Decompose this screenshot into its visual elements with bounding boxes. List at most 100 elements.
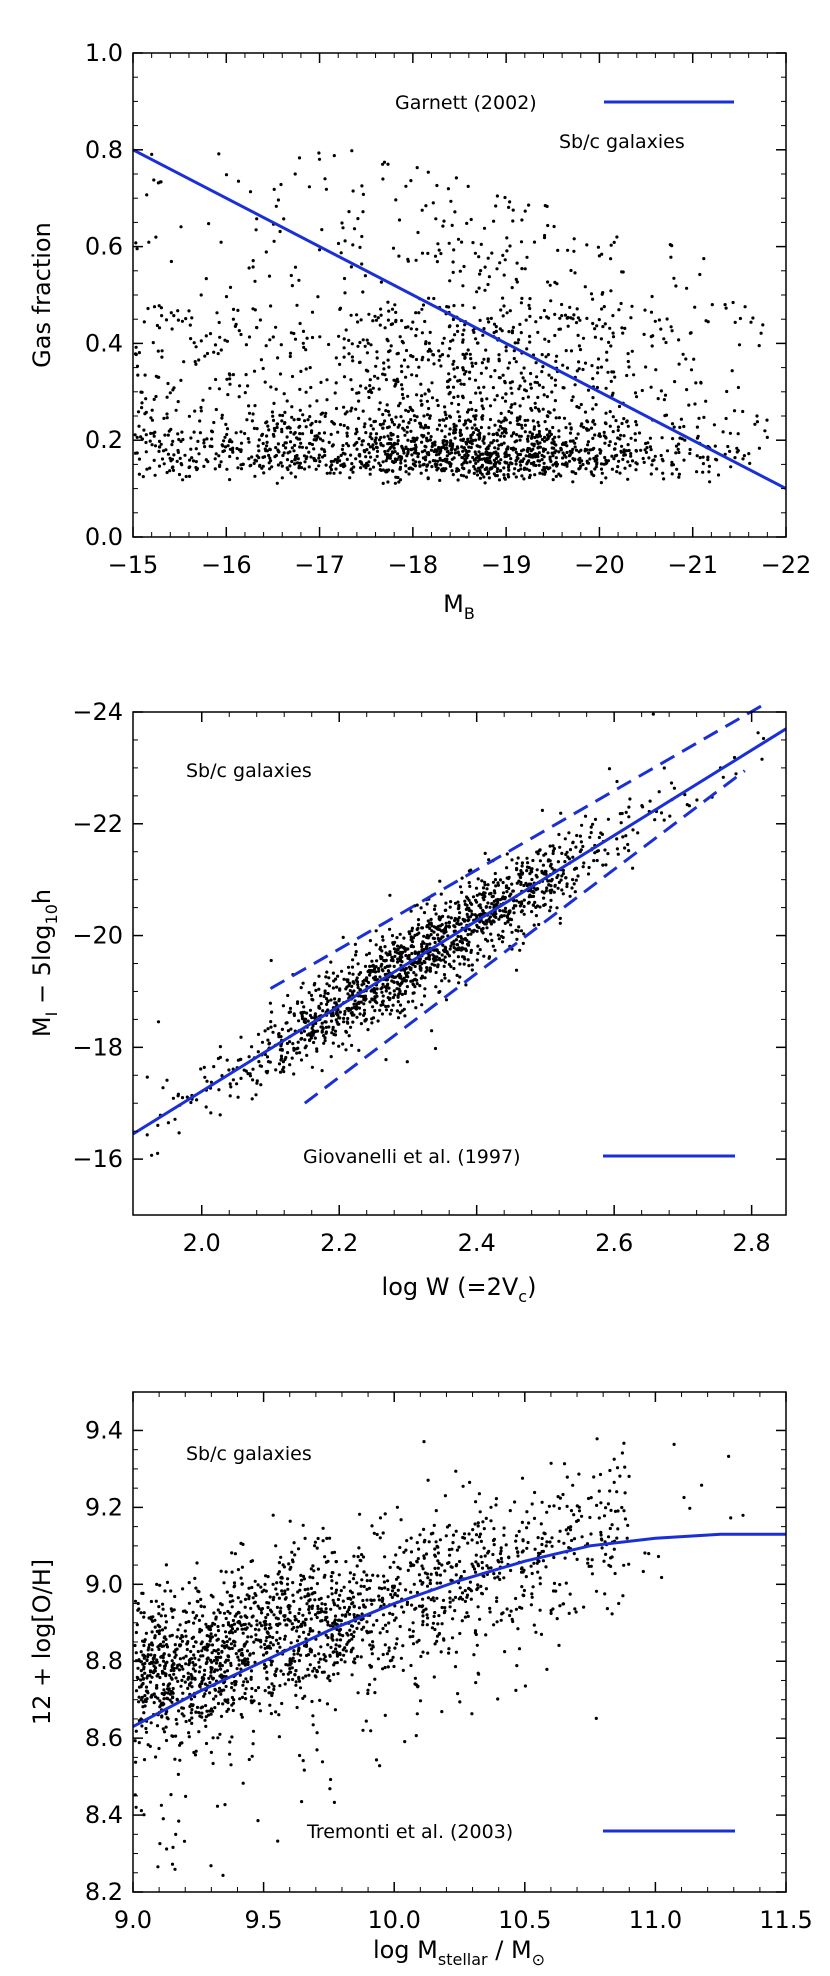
gas-point: [409, 327, 413, 331]
tf-point: [498, 878, 503, 882]
gas-point: [504, 461, 508, 465]
tf-point: [333, 997, 337, 1001]
tf-point: [386, 1004, 390, 1008]
tf-point: [574, 845, 578, 849]
tf-point: [269, 958, 273, 963]
gas-point: [422, 462, 426, 466]
tf-point: [341, 935, 345, 940]
mz-point: [520, 1476, 525, 1480]
gas-point: [605, 350, 609, 354]
gas-point: [219, 348, 223, 352]
gas-point: [448, 464, 453, 468]
tf-point: [405, 974, 409, 979]
gas-point: [154, 374, 158, 378]
gas-point: [765, 435, 769, 439]
gas-point: [429, 349, 433, 353]
gas-tick-labels: −15 −16 −17 −18 −19 −20 −21 −220.00.20.40.60.81…: [85, 39, 812, 579]
tf-point: [384, 989, 388, 993]
tf-point: [561, 892, 565, 896]
tf-point: [433, 1046, 438, 1051]
tf-point: [566, 855, 570, 859]
gas-point: [241, 462, 245, 466]
tf-point: [604, 863, 608, 867]
gas-point: [493, 462, 498, 466]
gas-point: [349, 313, 353, 317]
gas-point: [247, 457, 251, 461]
gas-point: [334, 467, 338, 471]
gas-point: [554, 474, 558, 478]
gas-point: [568, 422, 572, 426]
gas-point: [406, 438, 410, 442]
mz-point: [142, 1643, 146, 1648]
gas-point: [228, 454, 232, 459]
gas-point: [280, 419, 284, 423]
gas-point: [595, 461, 599, 465]
gas-point: [174, 408, 178, 412]
gas-point: [761, 323, 765, 327]
gas-point: [572, 237, 576, 241]
gas-point: [231, 307, 236, 311]
gas-point: [570, 470, 574, 474]
tf-point: [414, 973, 418, 977]
mz-point: [367, 1586, 372, 1590]
tf-point: [501, 880, 505, 885]
gas-point: [349, 378, 353, 382]
gas-point: [310, 421, 314, 425]
gas-point: [546, 280, 550, 284]
gas-point: [433, 443, 437, 447]
gas-point: [506, 366, 510, 370]
tf-x-axis-label: log W (=2Vc): [382, 1273, 537, 1306]
gas-point: [600, 292, 604, 296]
mz-point: [387, 1621, 391, 1625]
gas-point: [503, 427, 507, 431]
gas-point: [272, 187, 276, 191]
tf-point: [453, 901, 458, 905]
gas-point: [248, 190, 253, 194]
tf-point: [481, 920, 485, 925]
tf-point: [388, 952, 392, 957]
gas-point: [361, 210, 365, 214]
mz-point: [536, 1536, 540, 1540]
mz-point: [525, 1546, 529, 1550]
gas-point: [461, 449, 465, 453]
gas-point: [290, 284, 294, 288]
mz-point: [189, 1711, 193, 1715]
gas-point: [581, 367, 585, 372]
mz-point: [212, 1611, 216, 1615]
gas-point: [527, 203, 531, 207]
gas-point: [510, 434, 514, 438]
gas-point: [491, 386, 495, 390]
tf-point: [493, 891, 497, 895]
tf-point: [336, 1013, 340, 1017]
gas-point: [358, 340, 362, 345]
gas-point: [625, 449, 629, 453]
gas-point: [351, 470, 355, 474]
tf-point: [426, 936, 430, 940]
mz-point: [322, 1657, 326, 1661]
gas-point: [499, 420, 503, 424]
tf-point: [366, 969, 370, 974]
mz-point: [219, 1714, 224, 1718]
gas-point: [518, 438, 522, 442]
gas-point: [551, 425, 555, 430]
mz-point: [355, 1626, 359, 1630]
gas-point: [704, 399, 708, 403]
gas-point: [644, 450, 649, 454]
tf-point: [350, 1043, 354, 1047]
tf-point: [228, 1094, 232, 1098]
gas-point: [322, 431, 327, 435]
gas-point: [426, 452, 430, 456]
gas-point: [215, 311, 219, 315]
tf-point: [522, 904, 526, 909]
gas-point: [492, 439, 496, 443]
gas-point: [597, 318, 601, 322]
tf-point: [425, 968, 429, 972]
gas-point: [514, 462, 518, 466]
gas-point: [497, 478, 502, 482]
gas-point: [674, 284, 678, 288]
tf-point: [458, 975, 462, 979]
tf-point: [396, 974, 400, 978]
gas-point: [411, 458, 415, 462]
tf-point: [593, 851, 597, 855]
gas-point: [434, 217, 438, 221]
